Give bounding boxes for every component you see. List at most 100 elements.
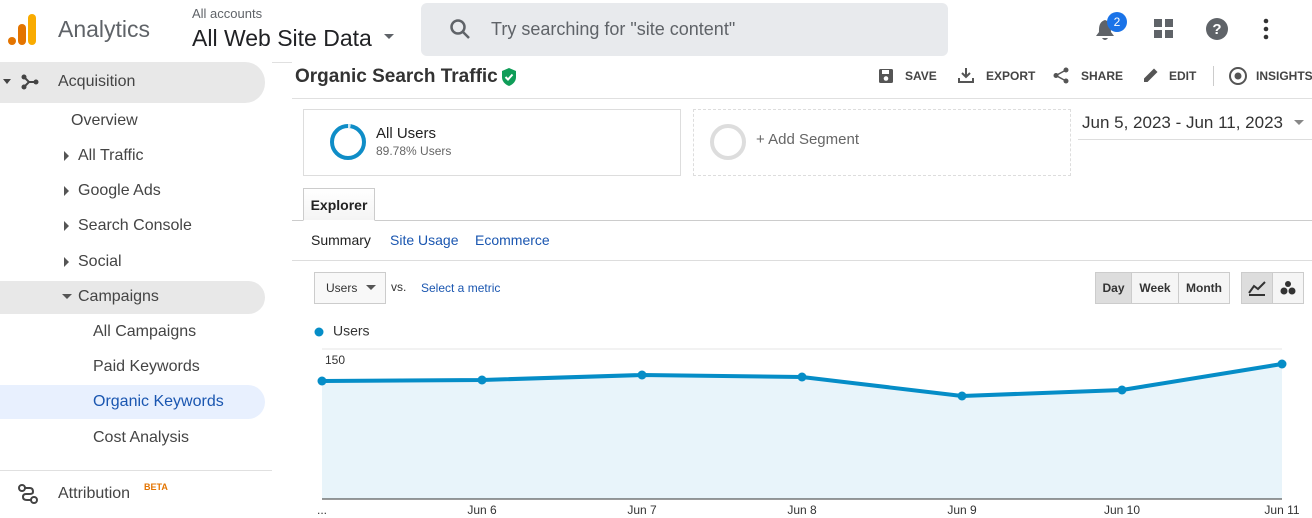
legend-label: Users xyxy=(333,323,370,339)
action-button[interactable]: EXPORT xyxy=(986,69,1036,83)
report-title: Organic Search Traffic xyxy=(295,66,498,87)
nav-item[interactable]: Search Console xyxy=(78,217,192,234)
nav-item[interactable]: Overview xyxy=(71,112,138,129)
divider xyxy=(292,260,1312,261)
logo xyxy=(8,14,36,45)
date-range[interactable]: Jun 5, 2023 - Jun 11, 2023 xyxy=(1082,113,1284,132)
app-name: Analytics xyxy=(58,16,151,42)
beta-badge: BETA xyxy=(144,482,168,492)
selected-item-bg xyxy=(0,385,265,419)
more-icon[interactable] xyxy=(1262,18,1270,40)
point xyxy=(317,376,327,386)
granularity-label: Week xyxy=(1139,281,1171,295)
search-box[interactable] xyxy=(421,3,948,56)
expand-arrow xyxy=(64,151,69,161)
collapse-arrow xyxy=(62,294,72,299)
nav-item[interactable]: All Traffic xyxy=(78,147,144,164)
vs-label: vs. xyxy=(391,280,407,294)
active-group-bg xyxy=(0,62,265,103)
x-tick-label: ... xyxy=(317,503,327,517)
search-icon xyxy=(450,19,470,39)
metric-dropdown[interactable]: Users xyxy=(314,272,386,304)
segment-detail: 89.78% Users xyxy=(376,144,452,158)
point xyxy=(477,375,487,385)
action-button[interactable]: EDIT xyxy=(1169,69,1197,83)
action-button[interactable]: SAVE xyxy=(905,69,937,83)
nav-item[interactable]: Campaigns xyxy=(78,288,159,305)
select-metric[interactable]: Select a metric xyxy=(421,281,501,295)
share-icon xyxy=(1053,67,1069,84)
export-icon xyxy=(958,68,974,83)
svg-text:?: ? xyxy=(1212,21,1221,38)
granularity-label: Day xyxy=(1102,281,1125,295)
granularity-button-active[interactable]: Day xyxy=(1095,272,1132,304)
dropdown-arrow xyxy=(384,34,394,39)
add-segment-card[interactable] xyxy=(693,109,1071,176)
point xyxy=(1277,359,1287,369)
nav-item[interactable]: Attribution xyxy=(58,485,131,502)
edit-icon xyxy=(1144,68,1158,82)
nav-item[interactable]: Acquisition xyxy=(58,73,136,90)
point xyxy=(1117,385,1127,395)
line-chart-toggle[interactable] xyxy=(1241,272,1273,304)
action-button[interactable]: SHARE xyxy=(1081,69,1124,83)
apps-icon[interactable] xyxy=(1154,19,1174,39)
granularity-button[interactable]: Month xyxy=(1178,272,1230,304)
granularity-label: Month xyxy=(1186,281,1222,295)
tab-line xyxy=(292,220,1312,221)
date-arrow xyxy=(1294,120,1304,125)
y-tick-label: 150 xyxy=(325,353,345,367)
expand-arrow xyxy=(64,221,69,231)
nav-item[interactable]: All Campaigns xyxy=(93,323,197,340)
search-placeholder: Try searching for "site content" xyxy=(491,19,736,39)
nav-item[interactable]: Cost Analysis xyxy=(93,429,190,446)
line-icon xyxy=(1248,281,1266,296)
segment-card[interactable] xyxy=(303,109,681,176)
attribution-icon xyxy=(18,484,38,504)
save-icon xyxy=(879,69,893,83)
action-button[interactable]: INSIGHTS xyxy=(1256,69,1312,83)
acquisition-icon xyxy=(3,74,39,90)
segment-name: All Users xyxy=(376,125,437,142)
help-icon[interactable]: ? xyxy=(1205,17,1229,41)
point xyxy=(637,370,647,380)
divider xyxy=(0,470,272,471)
motion-chart-toggle[interactable] xyxy=(1272,272,1304,304)
property-selector[interactable]: All Web Site Data xyxy=(192,25,372,51)
x-tick-label: Jun 9 xyxy=(947,503,977,517)
add-segment[interactable]: + Add Segment xyxy=(756,131,859,148)
dropdown-arrow xyxy=(366,285,376,290)
nav-item[interactable]: Paid Keywords xyxy=(93,358,200,375)
insights-icon xyxy=(1229,67,1247,85)
empty-ring xyxy=(710,124,746,160)
nav-item-selected[interactable]: Organic Keywords xyxy=(93,393,224,410)
expand-arrow xyxy=(64,186,69,196)
x-tick-label: Jun 6 xyxy=(467,503,497,517)
granularity-button[interactable]: Week xyxy=(1131,272,1179,304)
area xyxy=(322,364,1282,499)
metric-label: Users xyxy=(326,281,358,295)
segment-ring xyxy=(330,124,366,160)
tab[interactable]: Explorer xyxy=(303,188,375,221)
breadcrumb[interactable]: All accounts xyxy=(192,6,263,21)
x-tick-label: Jun 10 xyxy=(1104,503,1140,517)
legend-marker xyxy=(314,327,324,337)
date-underline xyxy=(1078,139,1312,140)
notification-badge: 2 xyxy=(1107,12,1127,32)
separator xyxy=(1213,66,1214,86)
x-tick-label: Jun 8 xyxy=(787,503,817,517)
subtab-active[interactable]: Summary xyxy=(311,232,371,248)
point xyxy=(957,391,967,401)
active-subgroup-bg xyxy=(0,281,265,314)
subtab[interactable]: Ecommerce xyxy=(475,232,550,248)
divider xyxy=(292,98,1312,99)
nav-item[interactable]: Social xyxy=(78,253,122,270)
x-tick-label: Jun 11 xyxy=(1264,503,1299,517)
x-tick-label: Jun 7 xyxy=(627,503,657,517)
nav-item[interactable]: Google Ads xyxy=(78,182,161,199)
point xyxy=(797,372,807,382)
subtab[interactable]: Site Usage xyxy=(390,232,459,248)
bubble-icon xyxy=(1280,281,1296,295)
